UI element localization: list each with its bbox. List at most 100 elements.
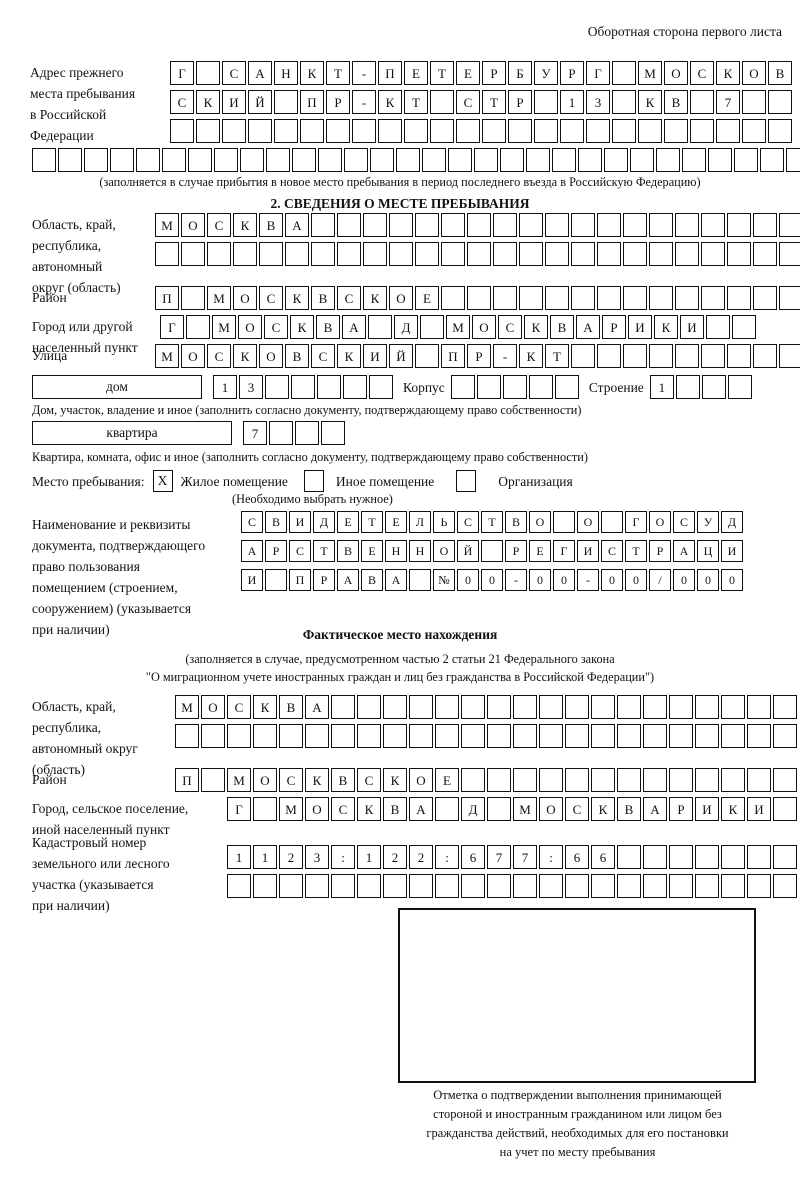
comb-cell[interactable]: У [697, 511, 719, 533]
comb-cell[interactable]: В [361, 569, 383, 591]
comb-cell[interactable]: Т [482, 90, 506, 114]
comb-cell[interactable]: К [363, 286, 387, 310]
comb-cell[interactable]: П [289, 569, 311, 591]
comb-cell[interactable] [337, 213, 361, 237]
comb-cell[interactable] [383, 724, 407, 748]
comb-cell[interactable]: 1 [560, 90, 584, 114]
comb-cell[interactable]: О [433, 540, 455, 562]
comb-cell[interactable]: К [524, 315, 548, 339]
comb-cell[interactable]: К [721, 797, 745, 821]
comb-cell[interactable]: М [155, 344, 179, 368]
comb-cell[interactable]: А [285, 213, 309, 237]
comb-cell[interactable]: 3 [586, 90, 610, 114]
comb-cell[interactable] [331, 874, 355, 898]
stay-type-option-2-box[interactable] [456, 470, 477, 492]
comb-cell[interactable] [753, 242, 777, 266]
comb-cell[interactable]: И [680, 315, 704, 339]
comb-cell[interactable] [727, 344, 751, 368]
comb-cell[interactable]: К [383, 768, 407, 792]
comb-cell[interactable] [539, 695, 563, 719]
comb-cell[interactable] [597, 213, 621, 237]
comb-cell[interactable] [623, 242, 647, 266]
comb-cell[interactable] [291, 375, 315, 399]
comb-cell[interactable] [779, 213, 800, 237]
comb-cell[interactable] [513, 724, 537, 748]
comb-cell[interactable]: Й [248, 90, 272, 114]
comb-cell[interactable] [695, 695, 719, 719]
comb-cell[interactable] [415, 242, 439, 266]
comb-cell[interactable]: Т [430, 61, 454, 85]
comb-cell[interactable] [539, 724, 563, 748]
comb-cell[interactable]: С [498, 315, 522, 339]
comb-cell[interactable]: О [238, 315, 262, 339]
comb-cell[interactable]: О [742, 61, 766, 85]
comb-cell[interactable] [747, 845, 771, 869]
comb-cell[interactable]: О [472, 315, 496, 339]
comb-cell[interactable] [656, 148, 680, 172]
comb-cell[interactable]: В [279, 695, 303, 719]
comb-cell[interactable]: Р [602, 315, 626, 339]
comb-cell[interactable]: К [654, 315, 678, 339]
comb-cell[interactable] [773, 724, 797, 748]
comb-cell[interactable] [747, 724, 771, 748]
comb-cell[interactable] [295, 421, 319, 445]
comb-cell[interactable] [565, 695, 589, 719]
comb-cell[interactable]: А [385, 569, 407, 591]
comb-cell[interactable]: 0 [673, 569, 695, 591]
comb-cell[interactable]: Г [170, 61, 194, 85]
stroenie-cells[interactable]: 1 [649, 375, 752, 399]
comb-cell[interactable]: С [673, 511, 695, 533]
comb-cell[interactable]: С [311, 344, 335, 368]
comb-cell[interactable] [773, 845, 797, 869]
comb-cell[interactable]: Г [553, 540, 575, 562]
comb-cell[interactable]: С [207, 344, 231, 368]
comb-cell[interactable] [669, 845, 693, 869]
comb-cell[interactable] [760, 148, 784, 172]
region-row-2[interactable] [155, 242, 800, 266]
comb-cell[interactable] [565, 874, 589, 898]
comb-cell[interactable] [420, 315, 444, 339]
comb-cell[interactable] [352, 119, 376, 143]
comb-cell[interactable]: 1 [357, 845, 381, 869]
comb-cell[interactable]: - [505, 569, 527, 591]
comb-cell[interactable]: Е [337, 511, 359, 533]
comb-cell[interactable]: И [241, 569, 263, 591]
stay-type-option-1-box[interactable] [303, 470, 324, 492]
comb-cell[interactable] [441, 242, 465, 266]
comb-cell[interactable] [487, 797, 511, 821]
comb-cell[interactable]: О [529, 511, 551, 533]
comb-cell[interactable]: А [248, 61, 272, 85]
comb-cell[interactable]: 6 [565, 845, 589, 869]
comb-cell[interactable] [461, 768, 485, 792]
comb-cell[interactable] [643, 845, 667, 869]
comb-cell[interactable]: М [207, 286, 231, 310]
comb-cell[interactable] [305, 874, 329, 898]
comb-cell[interactable]: О [181, 213, 205, 237]
comb-cell[interactable]: О [649, 511, 671, 533]
comb-cell[interactable] [317, 375, 341, 399]
comb-cell[interactable] [545, 242, 569, 266]
comb-cell[interactable] [734, 148, 758, 172]
comb-cell[interactable] [773, 797, 797, 821]
comb-cell[interactable]: Г [160, 315, 184, 339]
comb-cell[interactable] [461, 874, 485, 898]
comb-cell[interactable]: 3 [239, 375, 263, 399]
comb-cell[interactable] [721, 724, 745, 748]
comb-cell[interactable] [773, 695, 797, 719]
comb-cell[interactable] [513, 874, 537, 898]
comb-cell[interactable]: С [337, 286, 361, 310]
comb-cell[interactable]: И [721, 540, 743, 562]
comb-cell[interactable] [487, 724, 511, 748]
comb-cell[interactable]: Р [482, 61, 506, 85]
comb-cell[interactable] [649, 286, 673, 310]
comb-cell[interactable] [311, 213, 335, 237]
comb-cell[interactable] [669, 874, 693, 898]
comb-cell[interactable] [571, 286, 595, 310]
comb-cell[interactable] [545, 213, 569, 237]
comb-cell[interactable]: К [285, 286, 309, 310]
comb-cell[interactable] [476, 375, 501, 399]
